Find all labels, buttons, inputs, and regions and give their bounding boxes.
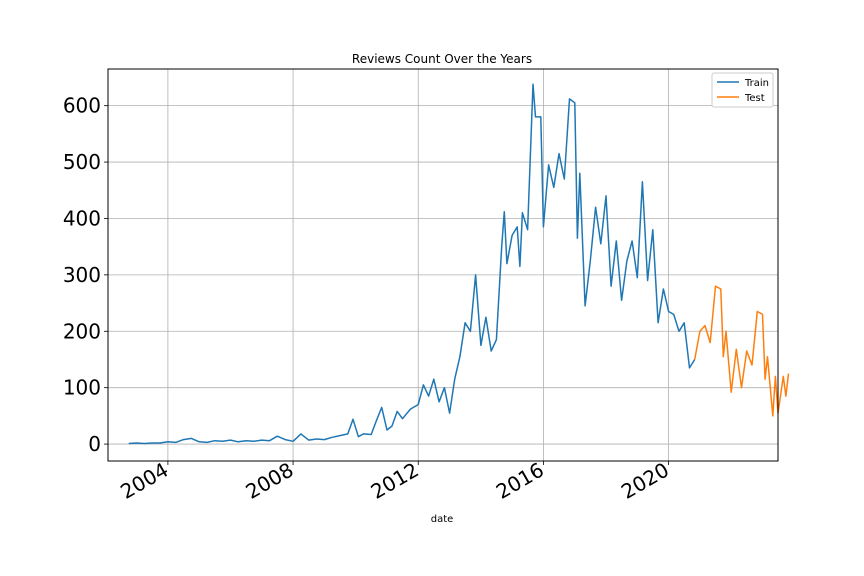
y-tick-label: 300 [63,263,101,287]
y-tick-label: 100 [63,376,101,400]
y-tick-label: 400 [63,206,101,230]
y-tick-label: 0 [88,432,101,456]
y-ticks: 0 100 200 300 400 500 600 [63,94,108,456]
y-tick-label: 600 [63,94,101,118]
series-line-train [128,83,696,445]
plot-frame [107,68,779,462]
y-tick-label: 500 [63,150,101,174]
grid [108,69,778,461]
legend: Train Test [711,72,774,108]
series-line-test [693,285,790,417]
legend-label-test: Test [744,93,765,104]
legend-label-train: Train [744,78,769,89]
y-tick-label: 200 [63,319,101,343]
chart-title: Reviews Count Over the Years [352,52,532,66]
x-axis-label: date [431,514,454,525]
series-lines [128,83,790,445]
